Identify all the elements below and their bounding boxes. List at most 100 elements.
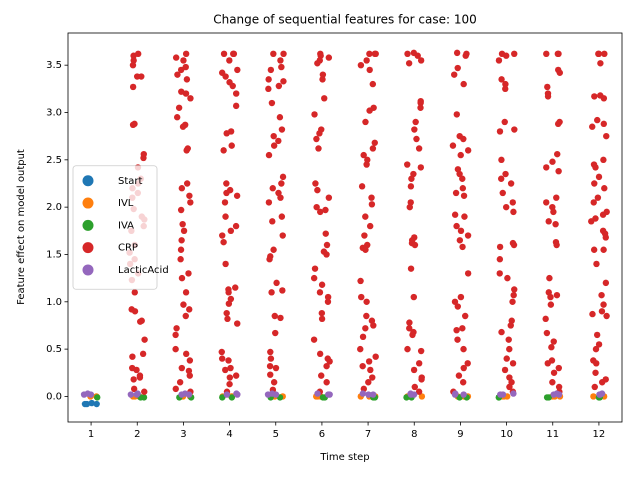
- strip-point: [459, 185, 467, 192]
- strip-point: [172, 54, 180, 61]
- strip-point: [406, 319, 413, 326]
- y-tick-label: 0.0: [46, 391, 62, 402]
- strip-point: [460, 135, 467, 143]
- strip-point: [182, 63, 189, 71]
- strip-point: [267, 348, 274, 356]
- strip-point: [418, 393, 426, 400]
- strip-point: [278, 63, 285, 71]
- strip-point: [590, 393, 597, 400]
- y-tick-label: 2.0: [46, 202, 62, 213]
- x-tick-label: 12: [593, 429, 606, 440]
- strip-point: [325, 194, 333, 201]
- strip-point: [550, 369, 558, 376]
- strip-point: [278, 213, 286, 220]
- strip-point: [139, 350, 147, 358]
- strip-point: [318, 281, 326, 288]
- strip-point: [405, 60, 413, 67]
- strip-point: [593, 360, 600, 367]
- strip-point: [270, 379, 278, 386]
- strip-point: [368, 201, 376, 208]
- strip-point: [547, 301, 555, 308]
- strip-point: [270, 50, 277, 58]
- strip-point: [415, 388, 423, 395]
- strip-point: [406, 203, 413, 211]
- strip-point: [222, 260, 229, 268]
- strip-point: [404, 161, 411, 168]
- strip-point: [182, 50, 190, 58]
- strip-point: [175, 104, 183, 111]
- strip-point: [600, 95, 608, 102]
- strip-point: [457, 293, 465, 301]
- strip-point: [232, 372, 240, 379]
- strip-point: [367, 366, 374, 374]
- strip-point: [223, 309, 230, 317]
- strip-point: [510, 241, 518, 249]
- strip-point: [313, 203, 320, 211]
- strip-point: [460, 391, 467, 398]
- x-axis-label: Time step: [319, 452, 369, 463]
- strip-point: [555, 50, 562, 58]
- strip-point: [362, 213, 369, 220]
- strip-point: [232, 222, 240, 230]
- strip-point: [363, 312, 370, 320]
- strip-point: [218, 348, 225, 356]
- x-tick-label: 4: [226, 429, 232, 440]
- x-tick-label: 3: [180, 429, 186, 440]
- strip-point: [372, 353, 379, 360]
- strip-point: [130, 52, 137, 59]
- strip-point: [177, 66, 185, 74]
- strip-point: [549, 158, 556, 165]
- strip-point: [461, 312, 469, 320]
- strip-point: [265, 85, 272, 93]
- strip-point: [311, 265, 319, 272]
- strip-point: [460, 80, 467, 88]
- strip-point: [133, 366, 140, 374]
- strip-point: [369, 391, 377, 398]
- strip-point: [233, 390, 240, 397]
- strip-point: [459, 325, 466, 332]
- strip-point: [417, 104, 424, 111]
- strip-point: [410, 366, 418, 374]
- strip-point: [417, 99, 424, 107]
- strip-point: [177, 206, 185, 214]
- strip-point: [509, 360, 517, 367]
- strip-point: [269, 218, 276, 225]
- strip-point: [174, 71, 181, 78]
- legend-label: IVL: [118, 198, 134, 209]
- strip-point: [548, 344, 555, 351]
- strip-point: [136, 374, 144, 381]
- strip-point: [365, 379, 372, 386]
- strip-point: [594, 194, 602, 201]
- strip-point: [222, 73, 229, 80]
- strip-point: [415, 145, 423, 152]
- strip-point: [173, 325, 180, 332]
- strip-point: [325, 54, 333, 61]
- strip-point: [509, 298, 516, 305]
- legend-label: Start: [118, 176, 143, 187]
- strip-point: [223, 130, 230, 137]
- strip-point: [507, 180, 515, 187]
- strip-point: [227, 227, 235, 235]
- strip-point: [451, 298, 459, 305]
- strip-point: [372, 50, 379, 58]
- strip-point: [545, 218, 552, 225]
- strip-point: [319, 76, 326, 83]
- strip-point: [459, 175, 466, 182]
- strip-point: [322, 206, 329, 214]
- strip-point: [511, 50, 518, 58]
- strip-point: [275, 82, 283, 90]
- strip-point: [221, 199, 229, 206]
- strip-point: [223, 189, 230, 197]
- strip-point: [172, 331, 179, 339]
- strip-point: [270, 246, 277, 253]
- strip-point: [452, 189, 460, 197]
- strip-point: [365, 358, 373, 365]
- strip-point: [404, 345, 411, 353]
- strip-point: [603, 312, 610, 320]
- strip-point: [223, 391, 231, 398]
- strip-point: [230, 50, 238, 58]
- strip-point: [180, 227, 188, 235]
- strip-point: [510, 208, 517, 216]
- strip-point: [268, 390, 276, 397]
- strip-point: [234, 320, 241, 327]
